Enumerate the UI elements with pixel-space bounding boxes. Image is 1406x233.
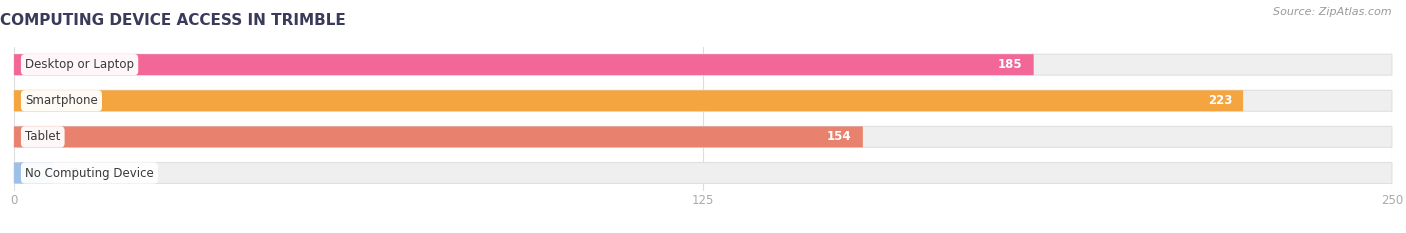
FancyBboxPatch shape	[14, 54, 1392, 75]
FancyBboxPatch shape	[14, 127, 1392, 147]
Text: 185: 185	[998, 58, 1022, 71]
FancyBboxPatch shape	[14, 127, 863, 147]
Text: Source: ZipAtlas.com: Source: ZipAtlas.com	[1274, 7, 1392, 17]
FancyBboxPatch shape	[14, 54, 1033, 75]
Text: COMPUTING DEVICE ACCESS IN TRIMBLE: COMPUTING DEVICE ACCESS IN TRIMBLE	[0, 13, 346, 28]
FancyBboxPatch shape	[14, 90, 1243, 111]
FancyBboxPatch shape	[14, 163, 1392, 183]
Text: Desktop or Laptop: Desktop or Laptop	[25, 58, 134, 71]
Text: Smartphone: Smartphone	[25, 94, 98, 107]
Text: 154: 154	[827, 130, 852, 143]
FancyBboxPatch shape	[14, 90, 1392, 111]
Text: Tablet: Tablet	[25, 130, 60, 143]
FancyBboxPatch shape	[14, 163, 52, 183]
Text: 223: 223	[1208, 94, 1232, 107]
Text: 7: 7	[69, 167, 77, 179]
Text: No Computing Device: No Computing Device	[25, 167, 153, 179]
